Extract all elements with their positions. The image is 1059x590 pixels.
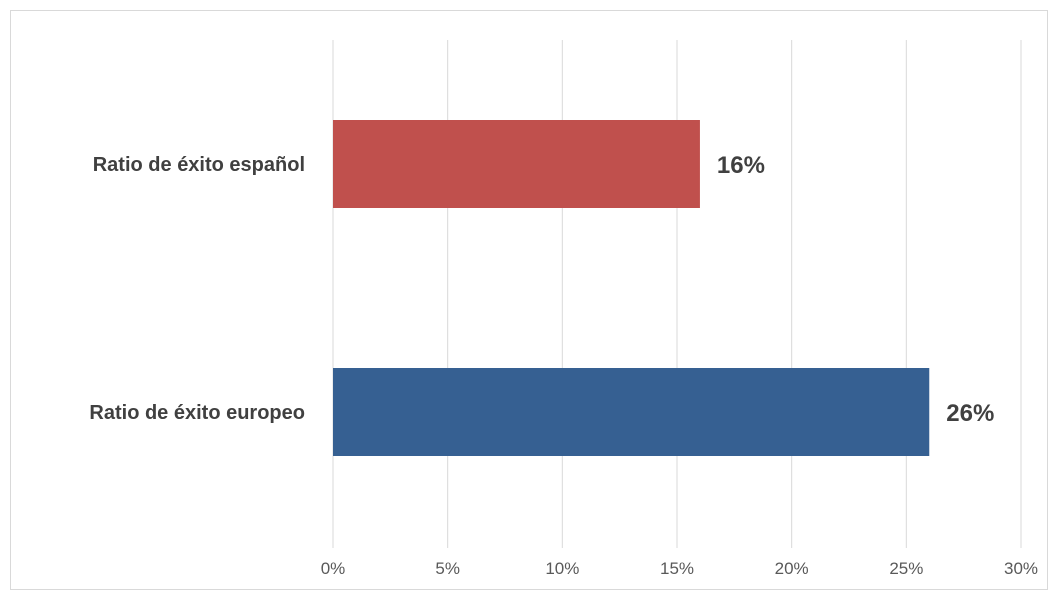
bar — [333, 368, 930, 456]
data-label: 26% — [946, 400, 994, 427]
x-tick-label: 20% — [775, 559, 809, 578]
x-tick-label: 30% — [1004, 559, 1038, 578]
gridlines — [332, 40, 1022, 548]
x-tick-label: 5% — [435, 559, 460, 578]
x-tick-label: 25% — [889, 559, 923, 578]
labels: 0% 5% 10% 15% 20% 25% 30% Ratio de éxito españo… — [89, 152, 1038, 578]
category-label: Ratio de éxito español — [93, 154, 305, 176]
bars — [333, 120, 930, 456]
x-tick-label: 15% — [660, 559, 694, 578]
chart-frame — [10, 10, 1048, 590]
x-tick-label: 0% — [321, 559, 346, 578]
x-tick-label: 10% — [545, 559, 579, 578]
bar — [333, 120, 700, 208]
data-label: 16% — [717, 152, 765, 179]
category-label: Ratio de éxito europeo — [89, 402, 305, 424]
